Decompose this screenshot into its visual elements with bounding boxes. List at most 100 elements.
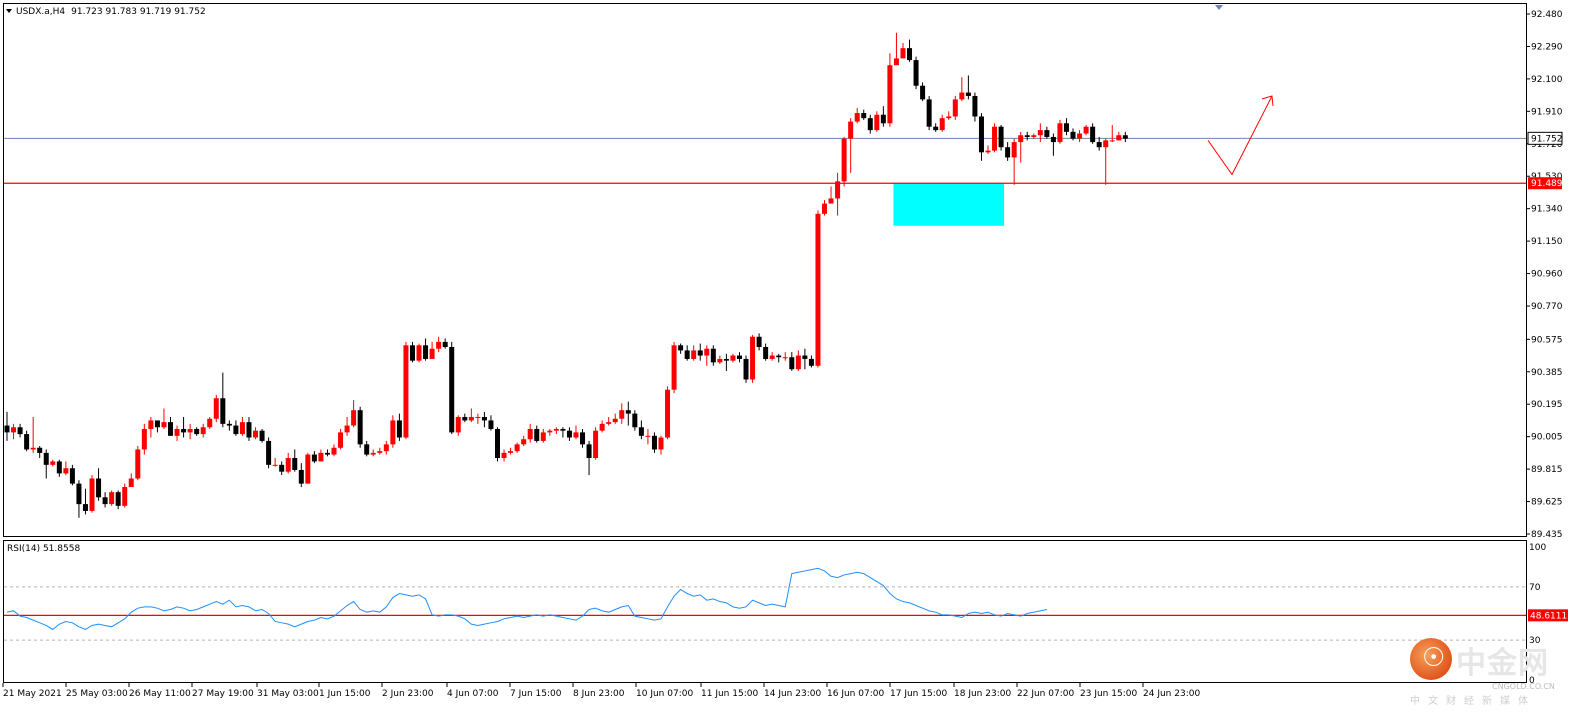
- candle-body: [226, 423, 232, 426]
- candle-body: [782, 357, 788, 359]
- candle: [279, 461, 285, 476]
- candle-body: [926, 99, 932, 127]
- candle: [756, 333, 762, 351]
- candle-body: [959, 92, 965, 100]
- candle-body: [1024, 135, 1030, 137]
- candle: [351, 399, 357, 428]
- candle-body: [527, 428, 533, 440]
- candle: [913, 56, 919, 90]
- candle: [926, 95, 932, 131]
- candle-body: [717, 358, 723, 363]
- candle-body: [279, 464, 285, 472]
- time-tick-label: 23 Jun 15:00: [1080, 689, 1137, 699]
- candle: [266, 437, 272, 469]
- candle-body: [63, 468, 69, 474]
- candle: [11, 423, 17, 440]
- candle-body: [390, 420, 396, 445]
- candle-body: [952, 99, 958, 117]
- candle: [795, 350, 801, 371]
- time-tick-label: 21 May 2021: [3, 689, 62, 699]
- candle: [560, 427, 566, 438]
- rsi-marker-label: 48.6111: [1530, 611, 1567, 621]
- candle: [141, 423, 147, 455]
- candle-body: [638, 427, 644, 436]
- candle-body: [789, 357, 795, 370]
- candle: [174, 425, 180, 441]
- time-tick-label: 14 Jun 23:00: [764, 689, 821, 699]
- candle: [808, 355, 814, 368]
- candle: [985, 145, 991, 155]
- time-tick-label: 27 May 19:00: [192, 689, 254, 699]
- price-tick-label: 92.290: [1531, 42, 1563, 52]
- candle-body: [553, 428, 559, 431]
- candle: [769, 352, 775, 361]
- candle: [959, 77, 965, 102]
- candle-body: [351, 410, 357, 426]
- candle: [1057, 119, 1063, 144]
- candle-body: [998, 126, 1004, 148]
- time-tick-label: 24 Jun 23:00: [1143, 689, 1200, 699]
- candle: [828, 186, 834, 204]
- candle: [854, 107, 860, 124]
- highlight-zone: [893, 183, 1005, 226]
- candle: [233, 420, 239, 436]
- rsi-axis: 100 70 48.6111 30 0: [1528, 543, 1568, 686]
- time-tick-label: 22 Jun 07:00: [1017, 689, 1074, 699]
- candle: [1018, 131, 1024, 163]
- candle-body: [207, 418, 213, 428]
- candle: [154, 420, 160, 433]
- candle: [965, 75, 971, 100]
- candle-body: [370, 452, 376, 455]
- candle-body: [1050, 136, 1056, 143]
- candle: [429, 341, 435, 359]
- candle: [69, 464, 75, 486]
- candle-body: [1083, 126, 1089, 134]
- candle: [593, 427, 599, 460]
- candle-body: [429, 348, 435, 359]
- rsi-layer: [4, 567, 1526, 641]
- candle-body: [331, 447, 337, 455]
- candle: [50, 459, 56, 467]
- candle-body: [383, 444, 389, 452]
- rsi-marker-box: [1528, 609, 1568, 622]
- horizontal-lines: [4, 137, 1526, 184]
- candle: [364, 440, 370, 457]
- candle: [383, 440, 389, 455]
- price-axis: 92.48092.29092.10091.91091.72091.53091.3…: [1526, 10, 1563, 540]
- candle-body: [678, 345, 684, 351]
- candle: [37, 446, 43, 459]
- candle-body: [161, 422, 167, 428]
- candle: [246, 417, 252, 441]
- arrow-head: [1261, 95, 1274, 107]
- candle: [566, 427, 572, 441]
- candle-body: [239, 422, 245, 435]
- candle-body: [671, 345, 677, 390]
- candle-body: [285, 458, 291, 472]
- candle: [409, 341, 415, 363]
- chart-menu-triangle-icon[interactable]: [6, 9, 12, 13]
- candle: [344, 417, 350, 436]
- candle-body: [743, 358, 749, 380]
- candle-body: [1037, 130, 1043, 136]
- candle: [1044, 126, 1050, 139]
- rsi-plot-frame: [3, 540, 1527, 683]
- candle-body: [1090, 126, 1096, 143]
- candle-body: [625, 410, 631, 414]
- candle: [495, 427, 500, 462]
- time-tick-label: 11 Jun 15:00: [701, 689, 758, 699]
- candle: [1024, 131, 1030, 141]
- candle: [534, 425, 540, 443]
- candle-body: [1011, 142, 1017, 158]
- candle-body: [835, 181, 841, 199]
- candle: [298, 463, 304, 488]
- candle-body: [141, 428, 147, 450]
- candle: [978, 113, 984, 161]
- candle-body: [17, 427, 23, 435]
- time-tick-label: 1 Jun 15:00: [319, 689, 371, 699]
- candle-body: [913, 60, 919, 86]
- candle-body: [992, 126, 998, 151]
- chart-symbol-ohlc: USDX.a,H4 91.723 91.783 91.719 91.752: [16, 7, 206, 17]
- candle-body: [645, 435, 651, 437]
- rsi-tick-label: 70: [1529, 583, 1541, 593]
- candle: [318, 449, 324, 462]
